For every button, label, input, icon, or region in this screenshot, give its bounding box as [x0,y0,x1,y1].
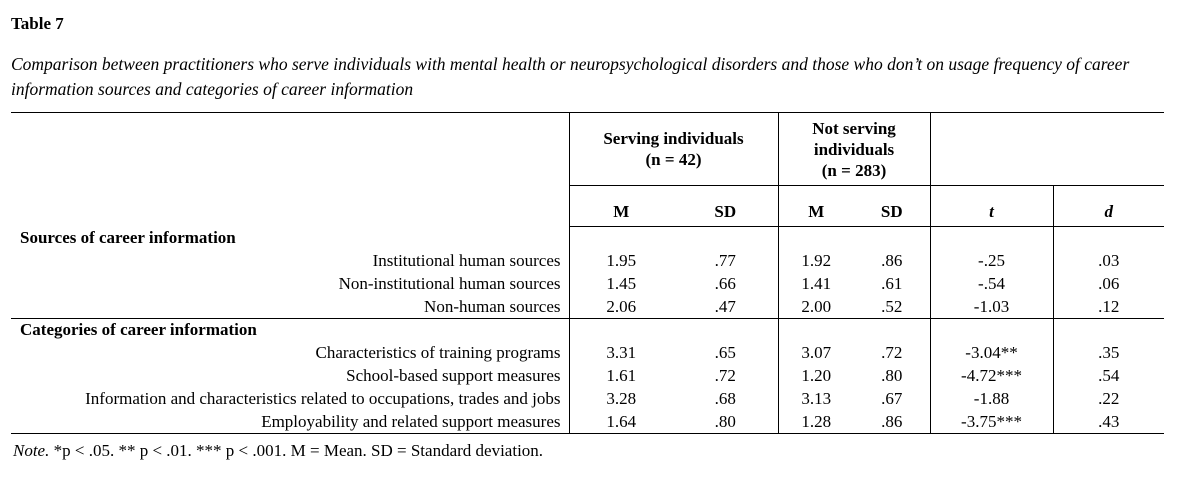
value-cell: .43 [1052,410,1165,434]
value-cell: -1.88 [929,387,1054,411]
row-label: Characteristics of training programs [315,343,561,362]
group-header-line: Not serving [812,118,896,138]
value-cell: .12 [1052,295,1165,319]
empty-cell [1052,318,1165,342]
value-cell: 1.92 [777,249,854,273]
value-cell: -.25 [929,249,1054,273]
stat-header-row: M SD M SD t d [11,185,1165,227]
table-row: School-based support measures 1.61 .72 1… [11,364,1165,388]
value-cell: .35 [1052,341,1165,365]
empty-cell [568,226,673,250]
value-cell: .80 [673,410,778,434]
section-header-row: Categories of career information [11,318,1165,342]
value-cell: .72 [714,366,736,385]
value-cell: .54 [1052,364,1165,388]
col-header-m-not-serving: M [777,185,854,227]
col-header-t: t [929,185,1054,227]
value-cell: .22 [1052,387,1165,411]
value-cell: .77 [714,251,736,270]
value-cell: 3.28 [568,387,673,411]
group-header-empty [929,112,1165,186]
value-cell: 1.64 [568,410,673,434]
table-row: Characteristics of training programs 3.3… [11,341,1165,365]
value-cell: 1.95 [568,249,673,273]
value-cell: 1.20 [777,364,854,388]
col-header-d: d [1052,185,1165,227]
value-cell: .72 [881,343,903,362]
row-label: Institutional human sources [372,251,561,270]
empty-cell [777,318,854,342]
row-label: Non-human sources [11,295,569,319]
empty-cell [929,226,1054,250]
value-cell: 3.31 [568,341,673,365]
section-header: Sources of career information [20,228,236,247]
group-header-line: (n = 283) [821,160,887,180]
value-cell: -.54 [929,272,1054,296]
row-label: School-based support measures [346,366,561,385]
row-label: Employability and related support measur… [11,410,569,434]
col-header-m-serving: M [568,185,673,227]
empty-cell [673,227,778,250]
value-cell: -4.72*** [929,364,1054,388]
value-cell: .47 [673,295,778,319]
value-cell: -1.03 [929,295,1054,319]
group-header-line: (n = 42) [645,150,702,169]
empty-cell [1052,226,1165,250]
value-cell: .06 [1052,272,1165,296]
value-cell: .80 [881,366,903,385]
stub-header-cell [11,113,569,227]
group-header-line: Serving individuals [603,129,744,148]
value-cell: 3.07 [777,341,854,365]
col-header-sd-serving: SD [673,185,778,227]
section-header: Categories of career information [20,320,257,340]
value-cell: 1.45 [568,272,673,296]
group-header-serving: Serving individuals (n = 42) [568,112,778,186]
value-cell: 3.13 [777,387,854,411]
group-header-row: Serving individuals (n = 42) Not serving… [11,112,1165,186]
value-cell: 2.00 [777,295,854,319]
col-header-sd-not-serving: SD [854,185,931,227]
note-prefix: Note. [13,441,50,460]
value-cell: 1.41 [777,272,854,296]
empty-cell [929,318,1054,342]
value-cell: .65 [714,343,736,362]
value-cell: 1.61 [568,364,673,388]
value-cell: 2.06 [568,295,673,319]
value-cell: .61 [881,274,903,293]
empty-cell [854,227,930,250]
empty-cell [568,318,673,342]
group-header-line: individuals [813,139,895,159]
value-cell: .86 [854,410,931,434]
value-cell: -3.04** [929,341,1054,365]
empty-cell [673,319,778,342]
value-cell: .68 [714,389,736,408]
empty-cell [777,226,854,250]
row-label: Non-institutional human sources [338,274,561,293]
group-header-not-serving: Not serving individuals (n = 283) [777,112,931,186]
table-row: Information and characteristics related … [11,387,1165,411]
value-cell: .03 [1052,249,1165,273]
empty-cell [854,319,930,342]
section-header-row: Sources of career information [11,226,1165,250]
statistics-table: Serving individuals (n = 42) Not serving… [11,112,1165,434]
table-label: Table 7 [11,14,64,33]
table-caption: Comparison between practitioners who ser… [11,54,1130,99]
note-text: *p < .05. ** p < .01. *** p < .001. M = … [49,441,544,460]
table-row: Non-institutional human sources 1.45 .66… [11,272,1165,296]
table-row: Non-human sources 2.06 .47 2.00 .52 -1.0… [11,295,1165,319]
value-cell: .66 [714,274,736,293]
value-cell: -3.75*** [929,410,1054,434]
table-row: Employability and related support measur… [11,410,1165,434]
value-cell: .67 [881,389,903,408]
value-cell: .52 [854,295,931,319]
table-note: Note. *p < .05. ** p < .01. *** p < .001… [13,441,1177,461]
row-label: Information and characteristics related … [85,389,561,408]
value-cell: 1.28 [777,410,854,434]
value-cell: .86 [881,251,903,270]
table-row: Institutional human sources 1.95 .77 1.9… [11,249,1165,273]
